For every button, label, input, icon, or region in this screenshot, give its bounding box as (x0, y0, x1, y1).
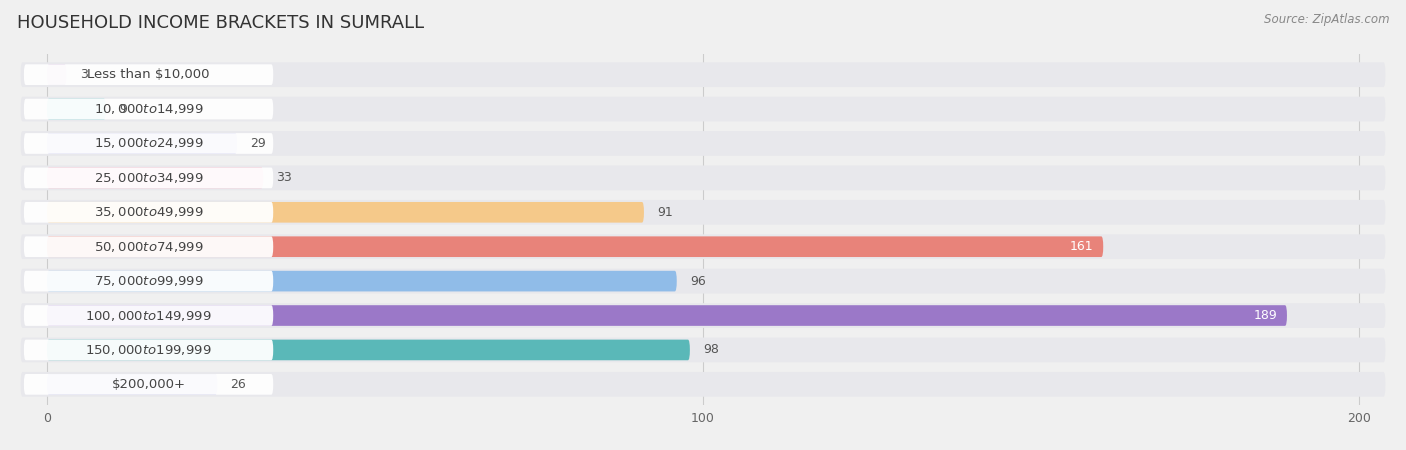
Text: $35,000 to $49,999: $35,000 to $49,999 (94, 205, 204, 219)
Text: HOUSEHOLD INCOME BRACKETS IN SUMRALL: HOUSEHOLD INCOME BRACKETS IN SUMRALL (17, 14, 425, 32)
Text: $200,000+: $200,000+ (111, 378, 186, 391)
FancyBboxPatch shape (21, 269, 1385, 293)
FancyBboxPatch shape (21, 166, 1385, 190)
FancyBboxPatch shape (21, 62, 1385, 87)
FancyBboxPatch shape (46, 374, 218, 395)
FancyBboxPatch shape (21, 372, 1385, 397)
FancyBboxPatch shape (24, 167, 273, 188)
Text: $10,000 to $14,999: $10,000 to $14,999 (94, 102, 204, 116)
Text: 26: 26 (231, 378, 246, 391)
FancyBboxPatch shape (24, 99, 273, 119)
FancyBboxPatch shape (21, 200, 1385, 225)
Text: 189: 189 (1253, 309, 1277, 322)
FancyBboxPatch shape (24, 340, 273, 360)
FancyBboxPatch shape (21, 234, 1385, 259)
FancyBboxPatch shape (24, 236, 273, 257)
Text: 9: 9 (120, 103, 127, 116)
FancyBboxPatch shape (21, 131, 1385, 156)
FancyBboxPatch shape (24, 202, 273, 223)
Text: 33: 33 (277, 171, 292, 184)
FancyBboxPatch shape (46, 271, 676, 292)
FancyBboxPatch shape (46, 64, 66, 85)
Text: Less than $10,000: Less than $10,000 (87, 68, 209, 81)
Text: $25,000 to $34,999: $25,000 to $34,999 (94, 171, 204, 185)
FancyBboxPatch shape (24, 64, 273, 85)
FancyBboxPatch shape (46, 305, 1286, 326)
FancyBboxPatch shape (24, 374, 273, 395)
FancyBboxPatch shape (21, 338, 1385, 362)
FancyBboxPatch shape (24, 271, 273, 292)
FancyBboxPatch shape (46, 99, 105, 119)
FancyBboxPatch shape (46, 236, 1104, 257)
Text: $75,000 to $99,999: $75,000 to $99,999 (94, 274, 204, 288)
FancyBboxPatch shape (46, 340, 690, 360)
Text: $100,000 to $149,999: $100,000 to $149,999 (86, 309, 212, 323)
Text: Source: ZipAtlas.com: Source: ZipAtlas.com (1264, 14, 1389, 27)
Text: $50,000 to $74,999: $50,000 to $74,999 (94, 240, 204, 254)
FancyBboxPatch shape (21, 97, 1385, 122)
Text: $150,000 to $199,999: $150,000 to $199,999 (86, 343, 212, 357)
Text: 91: 91 (657, 206, 673, 219)
FancyBboxPatch shape (46, 167, 263, 188)
Text: 161: 161 (1070, 240, 1094, 253)
FancyBboxPatch shape (46, 133, 238, 154)
Text: 3: 3 (80, 68, 87, 81)
Text: 29: 29 (250, 137, 266, 150)
Text: 96: 96 (690, 274, 706, 288)
Text: 98: 98 (703, 343, 718, 356)
Text: $15,000 to $24,999: $15,000 to $24,999 (94, 136, 204, 150)
FancyBboxPatch shape (21, 303, 1385, 328)
FancyBboxPatch shape (46, 202, 644, 223)
FancyBboxPatch shape (24, 133, 273, 154)
FancyBboxPatch shape (24, 305, 273, 326)
